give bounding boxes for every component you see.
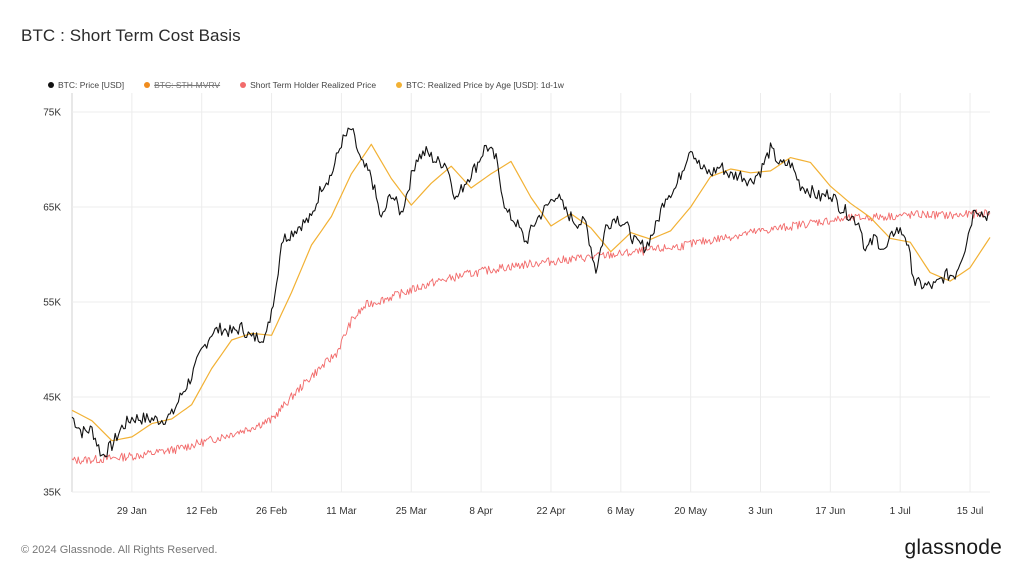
x-tick-label: 25 Mar bbox=[396, 506, 428, 517]
x-tick-label: 1 Jul bbox=[890, 506, 911, 517]
legend-label: BTC: STH-MVRV bbox=[154, 80, 221, 90]
series-line-price bbox=[71, 127, 991, 458]
y-tick-label: 75K bbox=[43, 108, 61, 119]
y-tick-label: 35K bbox=[43, 488, 61, 499]
legend-item-realized-price-1d-1w[interactable]: BTC: Realized Price by Age [USD]: 1d-1w bbox=[396, 80, 564, 90]
x-tick-label: 3 Jun bbox=[748, 506, 772, 517]
x-tick-label: 22 Apr bbox=[536, 506, 566, 517]
x-tick-label: 15 Jul bbox=[957, 506, 984, 517]
legend-label: BTC: Price [USD] bbox=[58, 80, 125, 90]
copyright-text: © 2024 Glassnode. All Rights Reserved. bbox=[21, 544, 218, 556]
brand-logo: glassnode bbox=[904, 536, 1002, 559]
legend-item-sth-realized-price[interactable]: Short Term Holder Realized Price bbox=[240, 80, 376, 90]
legend-dot-icon bbox=[48, 82, 54, 88]
x-tick-label: 26 Feb bbox=[256, 506, 288, 517]
legend-dot-icon bbox=[240, 82, 247, 88]
x-tick-label: 6 May bbox=[607, 506, 634, 517]
series-line-realized-price-1d-1w bbox=[71, 143, 991, 442]
legend-dot-icon bbox=[144, 82, 151, 88]
legend-dot-icon bbox=[396, 82, 403, 88]
legend-item-sth-mvrv[interactable]: BTC: STH-MVRV bbox=[144, 80, 220, 90]
legend-label: Short Term Holder Realized Price bbox=[250, 80, 377, 90]
x-tick-label: 20 May bbox=[674, 506, 707, 517]
y-tick-label: 65K bbox=[43, 203, 61, 214]
y-tick-label: 55K bbox=[43, 298, 61, 309]
x-tick-label: 8 Apr bbox=[469, 506, 493, 517]
legend-item-price[interactable]: BTC: Price [USD] bbox=[48, 80, 124, 90]
x-tick-label: 17 Jun bbox=[815, 506, 845, 517]
chart-legend: BTC: Price [USD] BTC: STH-MVRV Short Ter… bbox=[48, 80, 564, 90]
x-tick-label: 11 Mar bbox=[326, 506, 357, 517]
x-tick-label: 29 Jan bbox=[117, 506, 147, 517]
y-tick-label: 45K bbox=[43, 393, 61, 404]
chart-title: BTC : Short Term Cost Basis bbox=[21, 26, 241, 45]
legend-label: BTC: Realized Price by Age [USD]: 1d-1w bbox=[406, 80, 564, 90]
x-tick-label: 12 Feb bbox=[186, 506, 218, 517]
series-line-sth-realized-price bbox=[71, 209, 991, 465]
